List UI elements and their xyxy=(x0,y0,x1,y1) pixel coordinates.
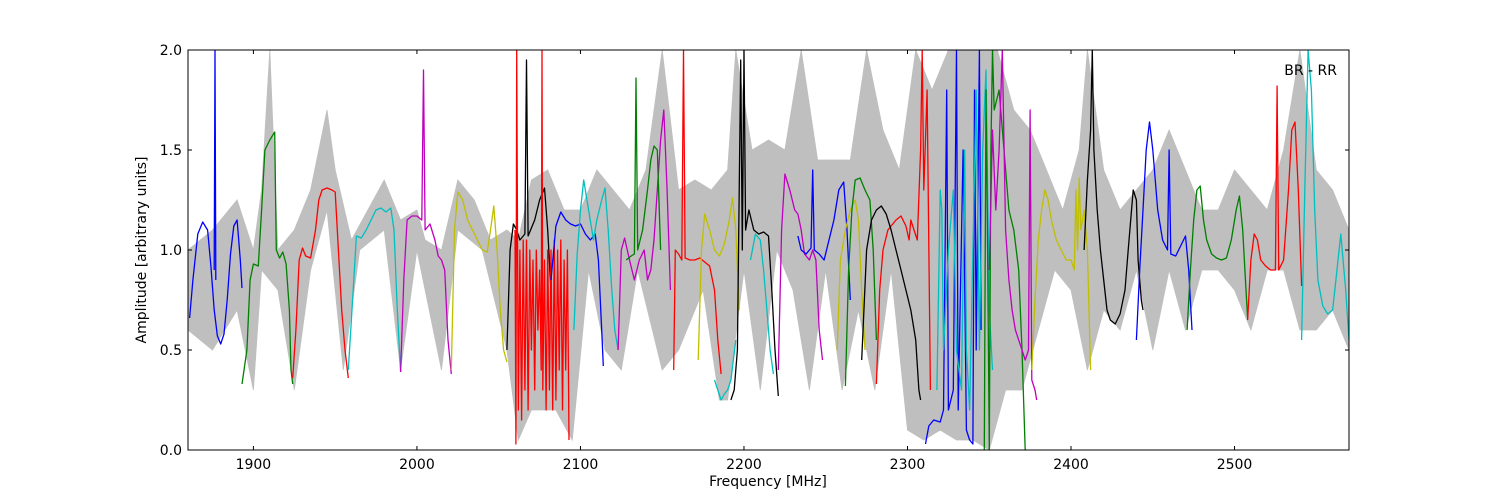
x-axis: 1900 2000 2100 2200 2300 2400 2500 xyxy=(236,50,1253,473)
envelope-layer xyxy=(188,50,1349,450)
series-line-20 xyxy=(797,169,851,301)
series-line-27 xyxy=(983,50,1026,450)
y-tick-label-2: 1.0 xyxy=(160,243,182,259)
x-tick-label-2400: 2400 xyxy=(1053,457,1089,473)
series-line-30 xyxy=(1083,50,1144,325)
series-line-15 xyxy=(697,197,740,361)
series-line-12 xyxy=(617,109,672,351)
series-line-5 xyxy=(347,207,402,373)
x-tick-label-2100: 2100 xyxy=(563,457,599,473)
x-axis-label: Frequency [MHz] xyxy=(709,474,827,490)
series-line-13 xyxy=(625,77,662,261)
series-line-28 xyxy=(988,50,1038,401)
x-tick-label-2000: 2000 xyxy=(399,457,435,473)
series-line-14 xyxy=(673,50,722,375)
annotation-label: BR - RR xyxy=(1284,63,1337,79)
series-line-33 xyxy=(1246,85,1303,321)
series-line-17 xyxy=(730,50,779,401)
series-line-32 xyxy=(1186,185,1249,331)
y-tick-label-3: 1.5 xyxy=(160,143,182,159)
series-line-3 xyxy=(241,131,294,385)
envelope-band xyxy=(188,50,1349,450)
series-line-31 xyxy=(1135,121,1193,341)
x-tick-label-2500: 2500 xyxy=(1217,457,1253,473)
series-line-7 xyxy=(450,191,508,371)
x-tick-label-1900: 1900 xyxy=(236,457,272,473)
y-axis: 0.0 0.5 1.0 1.5 2.0 xyxy=(160,43,1349,459)
series-line-10 xyxy=(550,211,604,367)
series-line-29 xyxy=(1031,177,1092,371)
series-line-18 xyxy=(749,233,775,375)
x-tick-label-2200: 2200 xyxy=(726,457,762,473)
series-line-11 xyxy=(573,179,619,351)
y-tick-label-4: 2.0 xyxy=(160,43,182,59)
series-line-26 xyxy=(936,69,994,411)
series-line-24 xyxy=(861,205,922,401)
series-line-9 xyxy=(514,50,570,445)
x-tick-label-2300: 2300 xyxy=(890,457,926,473)
series-line-4 xyxy=(292,187,349,379)
series-line-6 xyxy=(399,69,452,375)
series-line-19 xyxy=(777,173,824,371)
series-line-22 xyxy=(844,177,878,387)
y-tick-label-0: 0.0 xyxy=(160,443,182,459)
series-layer xyxy=(188,50,1349,450)
series-line-23 xyxy=(875,50,932,391)
y-tick-label-1: 0.5 xyxy=(160,343,182,359)
series-line-34 xyxy=(1300,50,1349,341)
series-line-8 xyxy=(506,59,552,351)
series-line-16 xyxy=(713,339,737,401)
series-line-1 xyxy=(188,219,243,345)
y-axis-label: Amplitude [arbitrary units] xyxy=(134,157,150,344)
series-line-2 xyxy=(213,50,217,281)
